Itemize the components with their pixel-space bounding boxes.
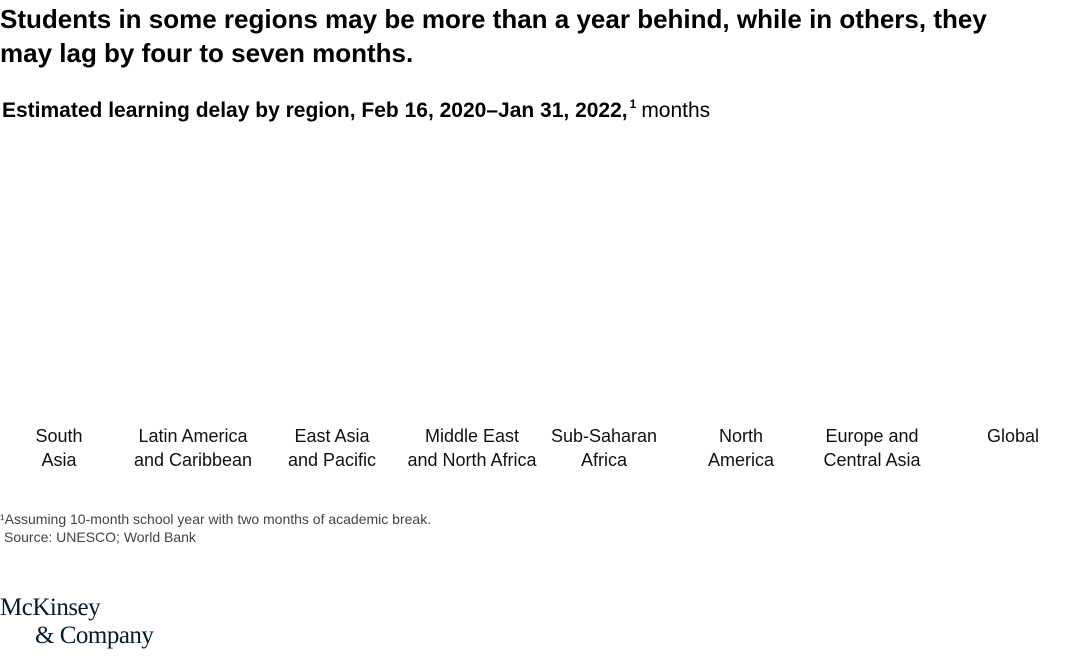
unit: months (641, 99, 711, 122)
x-tick-label: East Asia and Pacific (242, 424, 422, 472)
x-tick-label-line: America (707, 450, 774, 470)
x-tick-label-line: Middle East (424, 426, 520, 446)
x-tick-label: Sub-Saharan Africa (514, 424, 694, 472)
x-tick-label-line: Sub-Saharan (550, 426, 658, 446)
x-tick-label-line: Europe and (825, 426, 919, 446)
x-tick-label: North America (651, 424, 831, 472)
x-tick-label: Global (923, 424, 1080, 448)
footnote: ¹Assuming 10-month school year with two … (0, 511, 432, 527)
subtitle: Estimated learning delay by region, Feb … (2, 97, 710, 123)
x-tick-label-line: Latin America (138, 426, 248, 446)
x-tick-label-line: South (35, 426, 83, 446)
x-tick-label-line: Asia (41, 450, 77, 470)
x-tick-label: South Asia (0, 424, 149, 472)
x-tick-label-line: Africa (580, 450, 627, 470)
subtitle-text: Estimated learning delay by region, Feb … (2, 99, 628, 122)
source: Source: UNESCO; World Bank (4, 529, 196, 545)
logo-line: McKinsey (0, 594, 101, 621)
x-tick-label-line: and Pacific (287, 450, 377, 470)
footnote-marker: 1 (629, 97, 637, 111)
logo: McKinsey & Company (0, 594, 154, 650)
x-tick-label-line: Central Asia (823, 450, 921, 470)
x-tick-label-line: North (718, 426, 763, 446)
logo-line: & Company (35, 622, 154, 649)
x-tick-label: Middle East and North Africa (382, 424, 562, 472)
x-tick-label-line: and Caribbean (133, 450, 253, 470)
x-tick-label: Europe and Central Asia (782, 424, 962, 472)
chart-title: Students in some regions may be more tha… (0, 4, 987, 68)
x-tick-label-line: East Asia (294, 426, 370, 446)
x-tick-label-line: and North Africa (407, 450, 537, 470)
x-tick-label-line: Global (986, 426, 1040, 446)
x-tick-label: Latin America and Caribbean (103, 424, 283, 472)
